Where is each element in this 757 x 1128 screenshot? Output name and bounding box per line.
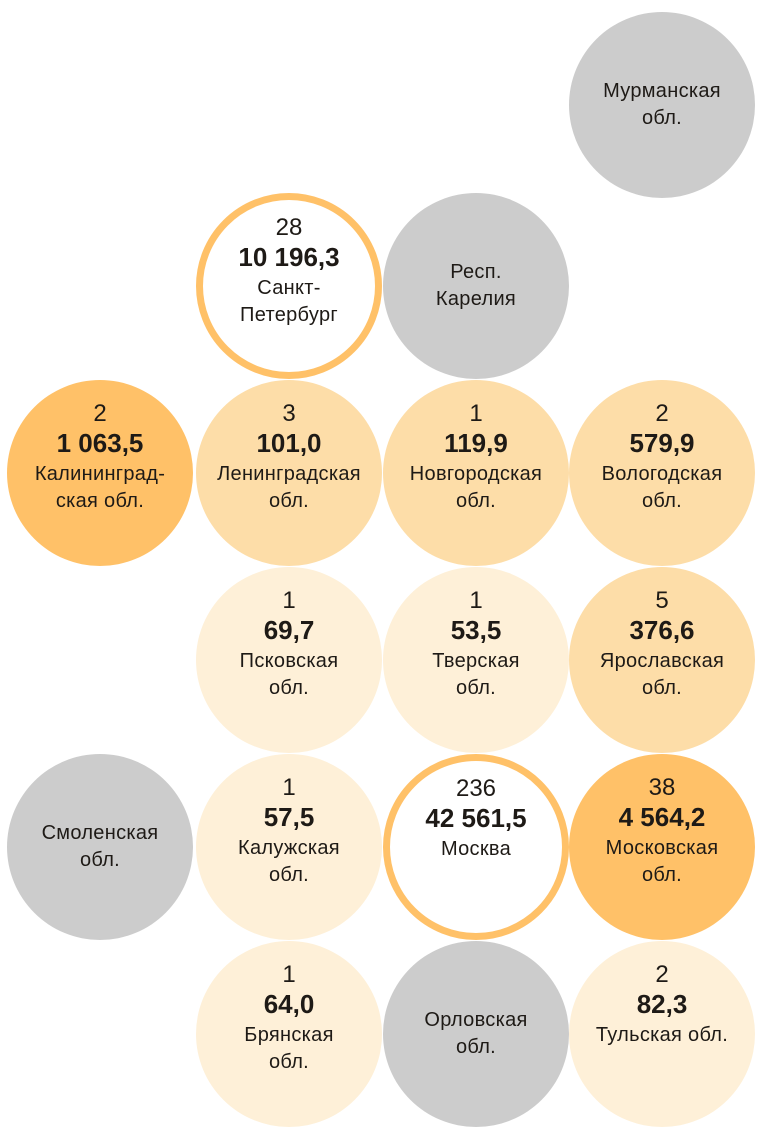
region-count: 38 <box>648 774 676 801</box>
region-value: 10 196,3 <box>238 242 340 272</box>
region-name: Респ. Карелия <box>435 261 517 310</box>
region-karelia: Респ. Карелия <box>383 193 569 379</box>
region-name: Брянская обл. <box>244 1024 334 1073</box>
region-moscow-oblast: 38 4 564,2 Московская обл. <box>569 754 755 940</box>
region-pskov: 1 69,7 Псковская обл. <box>196 567 382 753</box>
region-count: 2 <box>93 400 107 427</box>
region-count: 1 <box>469 400 483 427</box>
region-value: 69,7 <box>263 615 315 645</box>
region-novgorod: 1 119,9 Новгородская обл. <box>383 380 569 566</box>
region-tula: 2 82,3 Тульская обл. <box>569 941 755 1127</box>
region-count: 1 <box>282 587 296 614</box>
region-count: 5 <box>655 587 669 614</box>
region-count: 28 <box>275 214 303 241</box>
region-murmansk: Мурманская обл. <box>569 12 755 198</box>
region-count: 2 <box>655 400 669 427</box>
region-count: 1 <box>469 587 483 614</box>
region-kaluga: 1 57,5 Калужская обл. <box>196 754 382 940</box>
region-count: 3 <box>282 400 296 427</box>
region-value: 4 564,2 <box>618 802 706 832</box>
region-yaroslavl: 5 376,6 Ярославская обл. <box>569 567 755 753</box>
region-value: 53,5 <box>450 615 502 645</box>
region-name: Ленинградская обл. <box>217 463 361 512</box>
region-bryansk: 1 64,0 Брянская обл. <box>196 941 382 1127</box>
region-name: Москва <box>440 838 512 860</box>
region-value: 82,3 <box>636 989 688 1019</box>
region-count: 2 <box>655 961 669 988</box>
region-value: 42 561,5 <box>425 803 527 833</box>
region-value: 64,0 <box>263 989 315 1019</box>
region-name: Санкт- Петербург <box>240 277 338 326</box>
region-value: 119,9 <box>444 428 508 458</box>
region-name: Псковская обл. <box>239 650 339 699</box>
region-leningrad: 3 101,0 Ленинградская обл. <box>196 380 382 566</box>
region-name: Ярославская обл. <box>599 650 725 699</box>
region-name: Калужская обл. <box>238 837 340 886</box>
region-oryol: Орловская обл. <box>383 941 569 1127</box>
region-tver: 1 53,5 Тверская обл. <box>383 567 569 753</box>
region-value: 101,0 <box>256 428 322 458</box>
region-name: Вологодская обл. <box>601 463 723 512</box>
region-value: 579,9 <box>629 428 695 458</box>
region-name: Калининград- ская обл. <box>34 463 166 512</box>
region-name: Тверская обл. <box>432 650 520 699</box>
region-name: Мурманская обл. <box>603 80 721 129</box>
region-name: Орловская обл. <box>424 1009 528 1058</box>
region-count: 236 <box>455 775 497 802</box>
region-name: Новгородская обл. <box>409 463 543 512</box>
region-count: 1 <box>282 961 296 988</box>
region-name: Смоленская обл. <box>41 822 159 871</box>
region-name: Московская обл. <box>605 837 719 886</box>
region-smolensk: Смоленская обл. <box>7 754 193 940</box>
region-moscow: 236 42 561,5 Москва <box>383 754 569 940</box>
region-value: 376,6 <box>629 615 695 645</box>
region-saint-petersburg: 28 10 196,3 Санкт- Петербург <box>196 193 382 379</box>
region-name: Тульская обл. <box>595 1024 729 1046</box>
region-value: 1 063,5 <box>56 428 144 458</box>
region-value: 57,5 <box>263 802 315 832</box>
region-count: 1 <box>282 774 296 801</box>
region-vologda: 2 579,9 Вологодская обл. <box>569 380 755 566</box>
